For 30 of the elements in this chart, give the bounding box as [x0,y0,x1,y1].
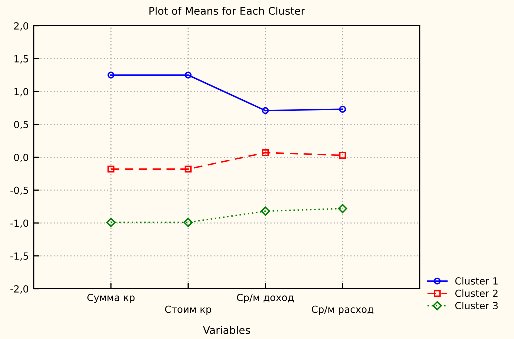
y-tick-label: 1,5 [14,55,28,64]
point [108,72,115,79]
legend-label: Cluster 2 [456,290,498,298]
x-tick-label: Сумма кр [88,294,135,304]
point [106,218,116,228]
point [339,152,346,159]
point [184,218,194,228]
point [339,106,346,113]
point [260,206,270,216]
x-tick-label: Ср/м доход [237,294,294,304]
x-tick-label: Стоим кр [165,306,212,316]
x-axis-title: Variables [203,326,250,334]
point [262,107,270,114]
legend-label: Cluster 1 [456,277,498,285]
point [184,166,192,173]
x-tick-label: Ср/м расход [312,306,374,316]
y-tick-label: -0,5 [10,186,28,196]
point [184,72,192,79]
chart-title: Plot of Means for Each Cluster [150,6,306,16]
y-tick-label: 2,0 [14,22,28,31]
y-tick-label: -1,0 [10,220,28,228]
y-tick-label: -1,5 [10,252,28,261]
y-tick-label: 0,0 [14,154,28,162]
y-tick-label: 0,5 [14,121,28,130]
legend-label: Cluster 3 [456,302,498,310]
point [338,204,348,214]
point [108,166,115,173]
y-tick-label: 1,0 [14,88,28,97]
point [262,149,270,156]
y-tick-label: -2,0 [10,285,28,294]
